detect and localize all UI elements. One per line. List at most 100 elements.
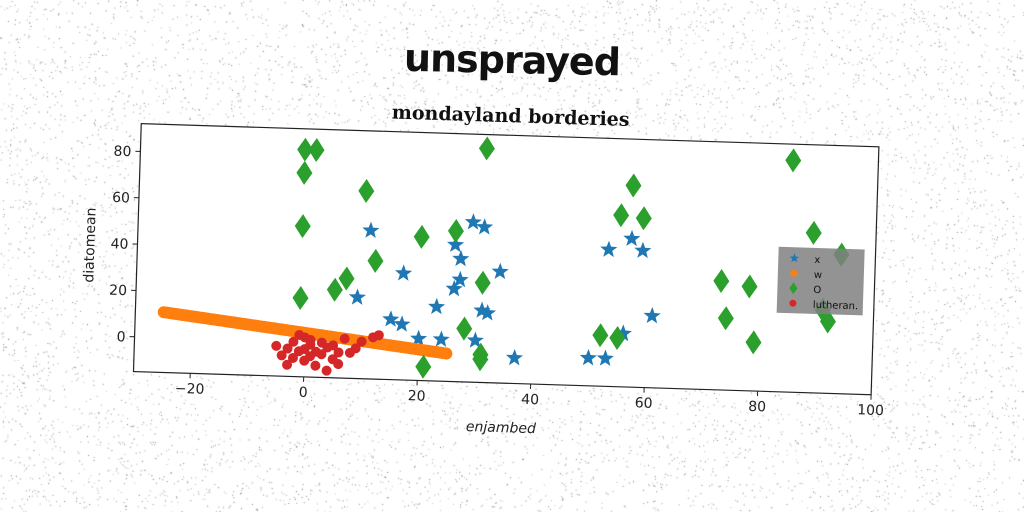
series-4-point bbox=[310, 360, 321, 371]
legend-label: x bbox=[814, 255, 820, 266]
series-1-point bbox=[475, 218, 494, 235]
x-tick-label: 40 bbox=[521, 392, 539, 409]
series-4-point bbox=[321, 365, 332, 376]
y-tick-label: 40 bbox=[110, 236, 128, 253]
chart-marks bbox=[157, 136, 850, 379]
x-axis-ticks: −20 0 20 40 60 80 100 bbox=[175, 373, 884, 419]
y-axis-ticks: 0 20 40 60 80 bbox=[109, 144, 141, 346]
series-3-point bbox=[717, 306, 734, 331]
x-tick-label: −20 bbox=[175, 381, 205, 398]
series-4-point bbox=[333, 359, 344, 370]
series-3-point bbox=[609, 326, 626, 351]
series-1-point bbox=[634, 241, 652, 259]
legend-marker bbox=[790, 269, 798, 277]
chart-title: mondayland borderies bbox=[391, 102, 629, 131]
y-axis-label: diatomean bbox=[81, 207, 99, 283]
series-4-point bbox=[276, 350, 287, 361]
series-1-point bbox=[395, 264, 413, 281]
series-4-point bbox=[350, 343, 361, 354]
series-3-point bbox=[447, 218, 464, 243]
series-3-point bbox=[413, 224, 430, 249]
series-1-point bbox=[600, 240, 618, 258]
series-3-point bbox=[338, 266, 355, 291]
series-3-point bbox=[745, 330, 762, 355]
y-tick-label: 60 bbox=[112, 190, 130, 207]
series-3 bbox=[292, 136, 850, 379]
series-4-point bbox=[333, 347, 344, 358]
x-tick-label: 100 bbox=[857, 402, 884, 419]
series-3-point bbox=[296, 160, 313, 185]
series-4-point bbox=[282, 359, 293, 370]
series-1-point bbox=[643, 306, 661, 324]
series-3-point bbox=[292, 285, 309, 310]
series-1-point bbox=[428, 297, 446, 315]
series-1-point bbox=[623, 229, 641, 247]
series-3-point bbox=[472, 347, 489, 372]
series-3-point bbox=[367, 248, 384, 273]
series-4-point bbox=[328, 340, 339, 351]
series-1-point bbox=[447, 235, 465, 253]
plot-area bbox=[132, 123, 880, 396]
series-1-point bbox=[445, 279, 463, 297]
x-tick-label: 80 bbox=[748, 399, 766, 416]
legend-box bbox=[776, 246, 865, 316]
x-axis-label: enjambed bbox=[466, 419, 537, 437]
series-1-point bbox=[473, 301, 491, 319]
series-3-point bbox=[456, 316, 473, 341]
y-tick-label: 20 bbox=[109, 283, 127, 300]
series-3-point bbox=[785, 148, 802, 173]
series-4-point bbox=[271, 340, 282, 351]
series-3-point bbox=[297, 137, 314, 162]
series-1-point bbox=[451, 270, 469, 288]
legend-label: O bbox=[813, 285, 821, 296]
legend-label: lutheran. bbox=[813, 300, 859, 312]
series-1-point bbox=[452, 249, 470, 267]
series-4-point bbox=[339, 333, 350, 344]
series-4-point bbox=[288, 336, 299, 347]
series-1-point bbox=[579, 349, 597, 366]
series-1-point bbox=[432, 330, 450, 347]
series-1-point bbox=[464, 213, 482, 230]
series-3-point bbox=[326, 277, 343, 302]
legend-marker bbox=[789, 299, 797, 307]
y-tick-label: 80 bbox=[113, 144, 131, 161]
y-tick-label: 0 bbox=[116, 329, 125, 345]
series-1-point bbox=[491, 262, 509, 280]
series-1-point bbox=[410, 329, 428, 347]
series-1-point bbox=[478, 304, 497, 321]
series-3-point bbox=[474, 270, 491, 295]
series-4 bbox=[271, 330, 384, 376]
series-3-point bbox=[713, 269, 730, 294]
series-4-point bbox=[316, 349, 327, 360]
series-1-point bbox=[348, 288, 366, 305]
series-1-point bbox=[393, 315, 411, 332]
series-4-point bbox=[356, 336, 367, 347]
series-3-point bbox=[635, 206, 652, 231]
series-3-point bbox=[592, 323, 609, 348]
series-2-point bbox=[440, 347, 453, 360]
x-tick-label: 0 bbox=[298, 385, 307, 401]
series-4-point bbox=[282, 343, 293, 354]
series-3-point bbox=[358, 179, 375, 204]
legend-marker bbox=[789, 253, 800, 263]
series-3-point bbox=[613, 203, 630, 228]
series-3-point bbox=[625, 173, 642, 198]
series-4-point bbox=[305, 335, 316, 346]
series-3-point bbox=[805, 220, 822, 245]
series-4-point bbox=[373, 330, 384, 341]
series-3-point bbox=[819, 309, 836, 334]
series-3-point bbox=[741, 274, 758, 299]
x-tick-label: 20 bbox=[408, 388, 426, 405]
series-1-point bbox=[362, 221, 380, 238]
legend-label: w bbox=[814, 270, 823, 281]
legend-marker bbox=[789, 282, 798, 295]
series-1-point bbox=[466, 331, 484, 349]
series-1-point bbox=[596, 349, 614, 367]
x-tick-label: 60 bbox=[634, 395, 652, 412]
series-3-point bbox=[308, 138, 325, 163]
series-3-point bbox=[415, 354, 432, 379]
series-4-point bbox=[287, 352, 298, 363]
series-2 bbox=[157, 306, 453, 360]
